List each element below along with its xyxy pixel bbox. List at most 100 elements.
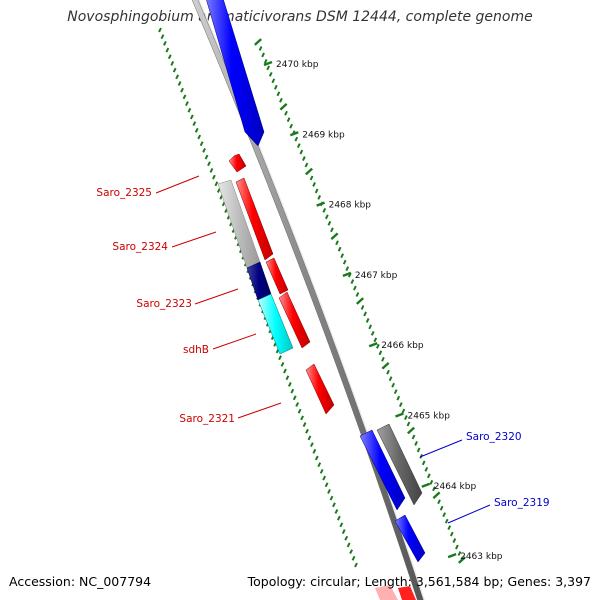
ruler-label-tick	[263, 60, 273, 67]
label-leaders	[155, 175, 491, 524]
ruler-minor-tick	[452, 538, 457, 543]
topology-summary: Topology: circular; Length: 3,561,584 bp…	[247, 574, 591, 589]
ruler-major-tick	[305, 167, 313, 176]
ruler-minor-tick	[439, 505, 444, 511]
ruler-minor-tick	[342, 259, 347, 265]
ruler-minor-tick	[424, 466, 429, 472]
ruler-minor-tick	[363, 311, 367, 317]
ruler-minor-tick	[185, 101, 189, 106]
ruler-minor-tick	[263, 59, 268, 64]
ruler-minor-tick	[324, 482, 329, 488]
gene-label-saro-2320: Saro_2320	[466, 431, 522, 443]
ruler-minor-tick	[330, 227, 334, 233]
ruler-minor-tick	[314, 455, 319, 461]
ruler-minor-tick	[322, 475, 327, 481]
gene-saro-2320-gray[interactable]	[376, 423, 423, 506]
gene-saro-2325[interactable]	[228, 153, 247, 173]
gene-red-2324[interactable]	[235, 177, 274, 261]
ruler-minor-tick	[317, 194, 322, 200]
ruler-label-tick	[342, 271, 352, 278]
ruler-minor-tick	[214, 181, 219, 187]
ruler-minor-tick	[396, 395, 401, 401]
ruler-minor-tick	[304, 162, 309, 168]
ruler-minor-tick	[199, 141, 204, 147]
ruler-minor-tick	[286, 117, 291, 123]
ruler-minor-tick	[204, 154, 209, 160]
ruler-minor-tick	[167, 54, 172, 60]
ruler-minor-tick	[261, 52, 265, 58]
ruler-label-tick	[368, 342, 378, 348]
ruler-minor-tick	[307, 435, 312, 441]
ruler-minor-tick	[341, 529, 346, 534]
gene-red-sdhB[interactable]	[278, 291, 311, 349]
gene-bottom-red-2	[398, 586, 416, 600]
ruler-minor-tick	[216, 188, 221, 193]
ruler-label: 2468 kbp	[329, 201, 372, 211]
accession-text: Accession: NC_007794	[9, 574, 152, 589]
ruler-major-tick	[458, 556, 466, 564]
ruler-minor-tick	[421, 460, 426, 466]
ruler-minor-tick	[411, 434, 416, 440]
ruler-minor-tick	[401, 408, 406, 414]
ruler-minor-tick	[391, 382, 395, 388]
ruler-minor-tick	[393, 389, 398, 395]
ruler-minor-tick	[294, 136, 299, 142]
ruler-minor-tick	[332, 502, 336, 508]
ruler-minor-tick	[325, 214, 329, 220]
ruler-minor-tick	[292, 395, 297, 401]
gene-label-sdhB: sdhB	[183, 344, 209, 356]
gene-saro-2319[interactable]	[394, 514, 426, 563]
ruler-minor-tick	[309, 175, 314, 181]
ruler-minor-tick	[158, 27, 162, 33]
ruler-minor-tick	[271, 78, 276, 84]
ruler-label: 2464 kbp	[434, 482, 477, 492]
gene-red-2323[interactable]	[265, 257, 289, 295]
ruler-minor-tick	[368, 324, 373, 330]
ruler-minor-tick	[170, 61, 175, 66]
ruler-minor-tick	[299, 149, 304, 155]
ruler-minor-tick	[163, 40, 167, 46]
ruler-label-tick	[447, 552, 457, 559]
ruler-minor-tick	[160, 34, 165, 40]
ruler-minor-tick	[287, 382, 292, 387]
ruler-label: 2466 kbp	[381, 341, 424, 351]
ruler-major-tick	[356, 297, 364, 305]
ruler-minor-tick	[172, 67, 177, 73]
ruler-minor-tick	[297, 408, 302, 414]
ruler-minor-tick	[416, 447, 421, 453]
ruler-major-tick	[254, 38, 262, 46]
ruler-label-tick	[421, 482, 431, 488]
gene-top-blue[interactable]	[205, 0, 265, 147]
ruler-minor-tick	[283, 368, 287, 374]
ruler-minor-tick	[202, 147, 206, 153]
ruler-minor-tick	[278, 355, 282, 361]
ruler-minor-tick	[350, 279, 355, 284]
ruler-minor-tick	[429, 479, 434, 485]
gene-saro-2323[interactable]	[246, 261, 272, 301]
ruler-minor-tick	[381, 356, 385, 362]
ruler-minor-tick	[312, 182, 316, 187]
ruler-minor-tick	[296, 143, 301, 149]
ruler-minor-tick	[447, 525, 452, 531]
ruler-minor-tick	[207, 161, 211, 167]
ruler-minor-tick	[187, 107, 192, 113]
gene-sdhB[interactable]	[257, 293, 294, 355]
ruler-minor-tick	[317, 462, 322, 468]
ruler-label: 2465 kbp	[408, 412, 451, 422]
ruler-minor-tick	[444, 518, 449, 524]
ruler-minor-tick	[449, 531, 454, 537]
ruler-minor-tick	[388, 376, 393, 382]
gene-saro-2321[interactable]	[305, 363, 335, 415]
ruler-label-tick	[316, 201, 326, 207]
ruler-minor-tick	[302, 156, 306, 161]
ruler-minor-tick	[175, 74, 180, 80]
ruler-minor-tick	[355, 292, 360, 297]
ruler-minor-tick	[354, 562, 358, 568]
ruler-minor-tick	[344, 535, 349, 541]
gene-saro-2320[interactable]	[359, 429, 406, 511]
gene-label-saro-2321: Saro_2321	[179, 413, 235, 425]
ruler-minor-tick	[353, 285, 357, 291]
ruler-label-tick	[395, 412, 404, 418]
ruler-minor-tick	[327, 220, 332, 226]
ruler-minor-tick	[266, 65, 271, 71]
